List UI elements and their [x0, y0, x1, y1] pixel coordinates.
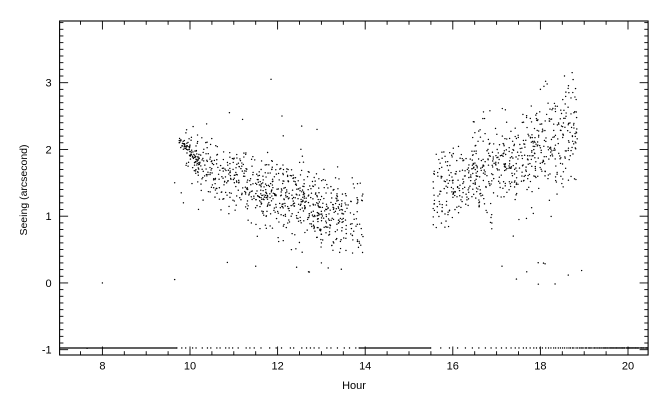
svg-text:0: 0	[45, 278, 51, 290]
svg-text:3: 3	[45, 78, 51, 90]
svg-text:16: 16	[447, 361, 459, 373]
svg-text:20: 20	[622, 361, 634, 373]
svg-text:1: 1	[45, 211, 51, 223]
svg-text:Hour: Hour	[342, 380, 366, 392]
svg-text:10: 10	[184, 361, 196, 373]
svg-text:8: 8	[99, 361, 105, 373]
svg-text:18: 18	[534, 361, 546, 373]
svg-text:-1: -1	[42, 345, 52, 357]
svg-text:12: 12	[271, 361, 283, 373]
svg-text:14: 14	[359, 361, 371, 373]
svg-text:Seeing (arcsecond): Seeing (arcsecond)	[18, 144, 30, 235]
svg-text:2: 2	[45, 144, 51, 156]
